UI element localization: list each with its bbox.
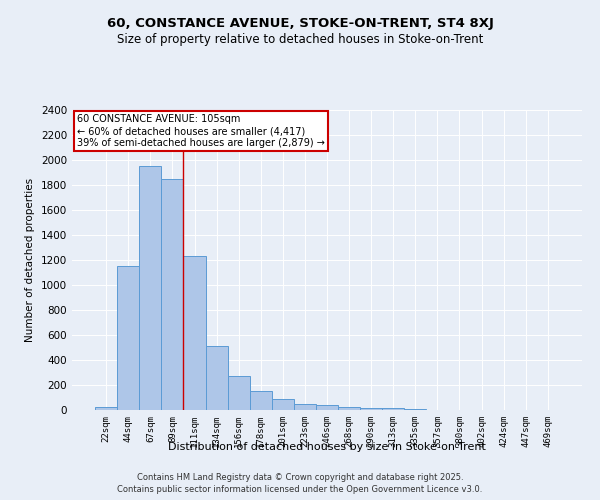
Text: 60 CONSTANCE AVENUE: 105sqm
← 60% of detached houses are smaller (4,417)
39% of : 60 CONSTANCE AVENUE: 105sqm ← 60% of det… — [77, 114, 325, 148]
Y-axis label: Number of detached properties: Number of detached properties — [25, 178, 35, 342]
Bar — [161, 179, 184, 410]
Bar — [316, 405, 338, 410]
Bar — [272, 399, 294, 410]
Text: Contains HM Land Registry data © Crown copyright and database right 2025.: Contains HM Land Registry data © Crown c… — [137, 473, 463, 482]
Text: Distribution of detached houses by size in Stoke-on-Trent: Distribution of detached houses by size … — [168, 442, 486, 452]
Bar — [206, 346, 227, 410]
Bar — [117, 266, 139, 410]
Bar — [294, 404, 316, 410]
Text: 60, CONSTANCE AVENUE, STOKE-ON-TRENT, ST4 8XJ: 60, CONSTANCE AVENUE, STOKE-ON-TRENT, ST… — [107, 18, 493, 30]
Bar — [227, 376, 250, 410]
Bar — [139, 166, 161, 410]
Bar — [95, 407, 117, 410]
Text: Contains public sector information licensed under the Open Government Licence v3: Contains public sector information licen… — [118, 484, 482, 494]
Text: Size of property relative to detached houses in Stoke-on-Trent: Size of property relative to detached ho… — [117, 32, 483, 46]
Bar — [338, 407, 360, 410]
Bar — [382, 408, 404, 410]
Bar — [250, 390, 272, 410]
Bar — [360, 408, 382, 410]
Bar — [184, 256, 206, 410]
